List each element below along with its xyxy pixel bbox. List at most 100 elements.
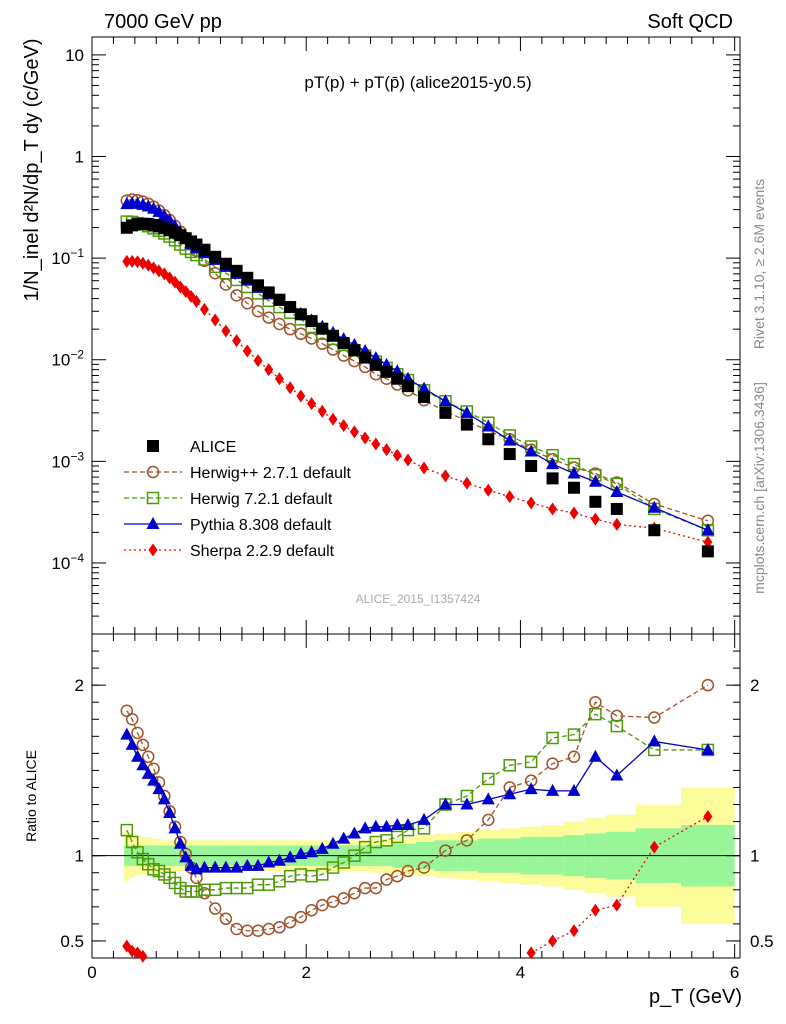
main-point-herwigpp (326, 343, 340, 356)
main-point-alice (241, 271, 254, 284)
main-point-pythia (610, 484, 624, 497)
main-point-alice (337, 337, 350, 350)
ratio-point-herwig7 (348, 849, 361, 862)
ratio-point-pythia (701, 742, 715, 755)
main-point-alice (567, 481, 580, 494)
main-point-alice (610, 502, 623, 515)
x-tick-label: 0 (87, 963, 96, 982)
ratio-point-sherpa (122, 939, 132, 953)
ratio-point-pythia (240, 858, 254, 871)
main-point-sherpa (382, 443, 392, 457)
main-point-pythia (438, 394, 452, 407)
x-tick-label: 4 (516, 963, 525, 982)
ratio-point-sherpa (612, 898, 622, 912)
ratio-point-herwigpp (283, 915, 297, 929)
ratio-y-tick-label: 2 (75, 676, 84, 695)
ratio-plot-frame (91, 633, 741, 959)
ratio-point-pythia (294, 846, 308, 859)
ratio-point-pythia (315, 841, 329, 854)
rivet-side-label-text: Rivet 3.1.10, ≥ 2.6M events (751, 179, 767, 349)
main-point-alice (460, 418, 473, 431)
ratio-point-pythia (208, 860, 222, 873)
ratio-point-herwigpp (401, 864, 415, 878)
ratio-point-pythia (131, 749, 145, 762)
main-point-sherpa (505, 490, 515, 504)
main-point-alice (359, 351, 372, 364)
legend-marker-herwigpp (146, 465, 160, 479)
main-series-alice (120, 217, 714, 558)
main-point-alice (348, 344, 361, 357)
ratio-point-herwigpp (294, 910, 308, 924)
ratio-point-pythia (262, 855, 276, 868)
ratio-point-herwigpp (460, 834, 474, 847)
main-y-tick-label: 10−1 (51, 246, 84, 268)
main-y-tick-label: 10−3 (51, 449, 84, 471)
rivet-side-label: Rivet 3.1.10, ≥ 2.6M events (751, 179, 767, 349)
main-y-axis-label: 1/N_inel d²N/dp_T dy (c/GeV) (21, 38, 43, 301)
main-point-pythia (546, 457, 560, 470)
main-point-alice (209, 250, 222, 263)
ratio-point-herwigpp (648, 711, 661, 724)
main-point-alice (391, 372, 404, 385)
main-point-sherpa (392, 448, 402, 462)
main-point-pythia (647, 500, 661, 513)
ratio-point-pythia (326, 836, 340, 849)
ratio-point-sherpa (138, 949, 148, 963)
main-point-sherpa (210, 313, 220, 327)
main-y-axis-label-text: 1/N_inel d²N/dp_T dy (c/GeV) (21, 38, 43, 301)
ratio-point-herwigpp (439, 844, 452, 857)
ratio-point-herwigpp (610, 709, 624, 723)
main-point-alice (262, 286, 275, 299)
ratio-point-pythia (173, 836, 187, 849)
main-point-sherpa (371, 437, 381, 451)
ratio-point-sherpa (649, 840, 659, 854)
main-point-sherpa (253, 354, 263, 368)
ratio-point-sherpa (526, 946, 536, 960)
ratio-y-axis-label-text: Ratio to ALICE (23, 750, 39, 842)
main-point-sherpa (590, 512, 600, 526)
ratio-point-pythia (647, 734, 661, 747)
legend-entry-pythia: Pythia 8.308 default (124, 517, 332, 534)
main-point-sherpa (462, 476, 472, 490)
ratio-point-pythia (197, 860, 211, 873)
ratio-point-pythia (417, 812, 431, 825)
main-point-alice (401, 380, 414, 393)
main-point-pythia (567, 466, 581, 479)
ratio-point-sherpa (548, 934, 558, 948)
ratio-point-pythia (503, 787, 517, 800)
main-point-sherpa (274, 372, 284, 386)
main-series-sherpa (122, 254, 713, 549)
main-point-sherpa (242, 344, 252, 358)
ratio-point-herwigpp (219, 912, 233, 926)
main-point-alice (294, 308, 307, 321)
legend: ALICE Herwig++ 2.7.1 default Herwig 7.2.1 … (124, 439, 352, 560)
ratio-point-pythia (152, 782, 166, 795)
main-point-sherpa (403, 453, 413, 467)
analysis-id-label: ALICE_2015_I1357424 (356, 592, 481, 606)
main-point-sherpa (339, 419, 349, 433)
main-series-line-sherpa (126, 260, 709, 543)
ratio-y-tick-label-right: 1 (750, 847, 759, 866)
ratio-point-pythia (179, 850, 193, 863)
ratio-point-pythia (546, 783, 560, 796)
main-point-pythia (481, 419, 495, 432)
ratio-series-sherpa (122, 809, 713, 963)
ratio-point-herwigpp (567, 750, 581, 764)
ratio-point-herwig7 (567, 728, 581, 741)
ratio-point-pythia (369, 819, 383, 832)
main-point-pythia (417, 381, 431, 394)
ratio-y-tick-label: 0.5 (60, 932, 84, 951)
legend-label-herwigpp: Herwig++ 2.7.1 default (190, 465, 352, 482)
ratio-point-pythia (251, 858, 265, 871)
main-point-alice (252, 279, 265, 292)
ratio-point-pythia (401, 817, 415, 830)
ratio-point-herwigpp (326, 895, 340, 908)
main-point-pythia (503, 433, 517, 446)
main-point-sherpa (328, 412, 338, 426)
main-plot-title: pT(p) + pT(p̄) (alice2015-y0.5) (304, 73, 531, 92)
ratio-point-herwigpp (305, 904, 318, 917)
main-point-alice (418, 390, 431, 403)
main-point-sherpa (569, 506, 579, 520)
main-point-sherpa (612, 517, 622, 531)
ratio-point-herwig7 (337, 856, 350, 869)
